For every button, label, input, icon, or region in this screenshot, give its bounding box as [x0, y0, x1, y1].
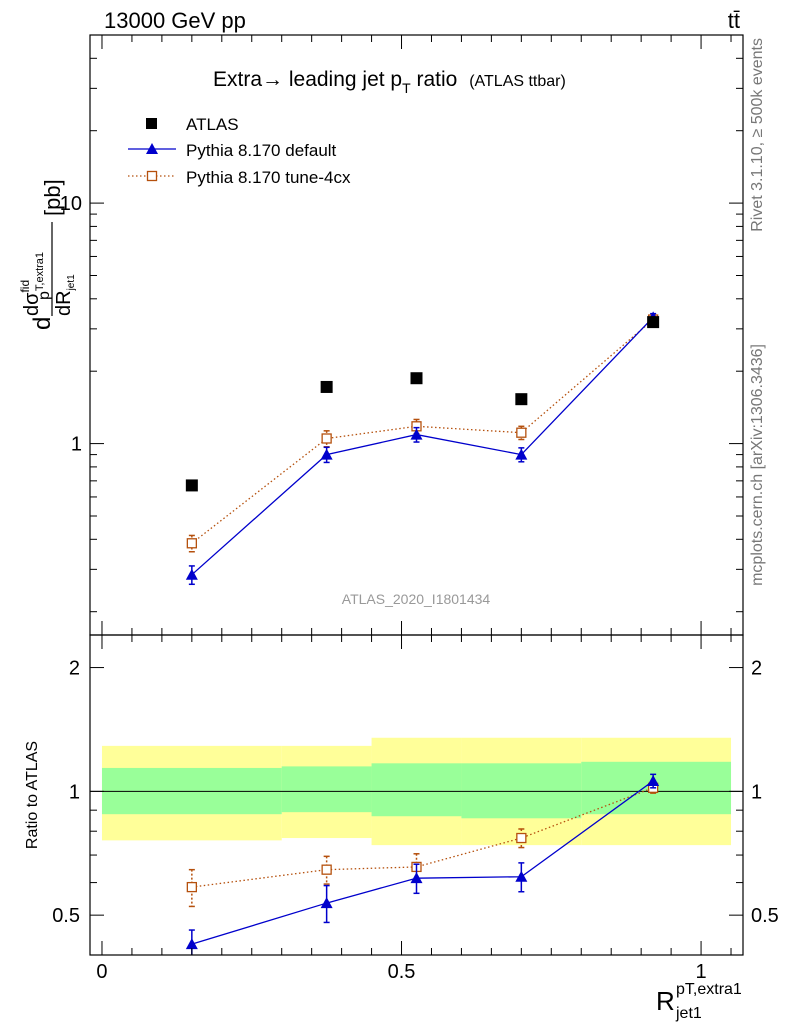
ylabel-fid: fid: [18, 280, 32, 293]
main-atlas-point: [515, 393, 528, 406]
ratio-default-point: [410, 872, 423, 884]
ratio-tune-point: [516, 832, 527, 844]
ylabel-jet1: jet1: [66, 274, 77, 292]
ratio-ytick-label: 2: [69, 658, 80, 680]
title-tail: ratio: [411, 68, 458, 91]
energy-label: 13000 GeV pp: [104, 8, 246, 33]
rivet-label: Rivet 3.1.10, ≥ 500k events: [749, 38, 766, 232]
xlabel: R: [656, 986, 675, 1016]
svg-text:pT,extra1: pT,extra1: [34, 252, 53, 300]
process-label: tt̄: [728, 8, 740, 33]
main-default-point: [410, 428, 423, 440]
band-stat: [371, 763, 462, 817]
svg-text:d: d: [29, 317, 56, 330]
xlabel-sub: jet1: [675, 1005, 702, 1022]
main-ytick-label: 10: [60, 193, 82, 215]
band-stat: [281, 766, 372, 813]
main-ylabel: d dσfid pT,extra1 dRjet1 [pb]: [18, 179, 77, 330]
main-ticks: [90, 34, 743, 635]
main-tune-point: [516, 427, 527, 438]
main-default-point: [185, 568, 198, 580]
xtick-label: 0.5: [388, 961, 416, 983]
xlabel-main: R: [656, 986, 675, 1016]
ratio-ylabel: Ratio to ATLAS: [24, 741, 41, 849]
ratio-ytick-label: 0.5: [52, 905, 80, 927]
main-panel: 1 10 Extra→ leading jet pT ratio (ATLAS t…: [18, 34, 744, 636]
ratio-default-point: [647, 774, 660, 786]
xtick-label: 0: [96, 961, 107, 983]
ylabel-dR: dR: [53, 290, 75, 316]
main-default-point: [320, 448, 333, 460]
title-extra: (ATLAS ttbar): [469, 73, 566, 90]
title-main: Extra→ leading jet p: [213, 68, 402, 91]
ratio-default-point: [185, 938, 198, 950]
legend-default-marker: [146, 143, 158, 154]
ratio-ytick-label-right: 0.5: [751, 905, 779, 927]
ratio-ytick-label-right: 2: [751, 658, 762, 680]
main-atlas-point: [647, 316, 660, 329]
legend-atlas: ATLAS: [146, 115, 239, 134]
legend-default: Pythia 8.170 default: [128, 141, 337, 160]
ratio-ytick-labels: 0.5 0.5 1 1 2 2: [52, 658, 779, 928]
main-tune-line: [191, 319, 654, 544]
main-atlas-point: [410, 372, 423, 385]
main-tune-point: [321, 433, 332, 444]
watermark: ATLAS_2020_I1801434: [342, 591, 491, 607]
legend-tune: Pythia 8.170 tune-4cx: [128, 168, 351, 187]
main-series: [185, 311, 660, 586]
ratio-tune-point: [321, 864, 332, 875]
legend: ATLAS Pythia 8.170 default Pythia 8.170 …: [128, 115, 351, 187]
xtick-label: 1: [696, 961, 707, 983]
ratio-series: [185, 773, 660, 955]
svg-text:dRjet1: dRjet1: [53, 274, 77, 316]
xtick-labels: 0 0.5 1: [96, 961, 706, 983]
legend-default-label: Pythia 8.170 default: [186, 141, 337, 160]
main-default-line: [191, 316, 654, 576]
legend-atlas-marker: [146, 118, 157, 129]
svg-text:[pb]: [pb]: [40, 179, 65, 216]
chart-title: Extra→ leading jet pT ratio (ATLAS ttbar…: [213, 68, 566, 96]
ratio-default-point: [320, 897, 333, 909]
svg-text:dσfid: dσfid: [18, 280, 43, 316]
ylabel-unit: [pb]: [40, 179, 65, 216]
legend-tune-label: Pythia 8.170 tune-4cx: [186, 168, 351, 187]
ratio-default-point: [515, 870, 528, 882]
main-tune-point: [186, 538, 197, 549]
legend-tune-marker: [146, 170, 158, 182]
ylabel-d: d: [29, 317, 56, 330]
main-atlas-point: [185, 479, 198, 492]
xlabel-sup: pT,extra1: [676, 981, 742, 998]
main-atlas-point: [320, 380, 333, 393]
ylabel-p: p: [36, 291, 53, 300]
title-sub: T: [402, 80, 411, 96]
ratio-ytick-label-right: 1: [751, 781, 762, 803]
ratio-ytick-label: 1: [69, 781, 80, 803]
mcplots-label: mcplots.cern.ch [arXiv:1306.3436]: [749, 344, 766, 586]
ylabel-dsigma: dσ: [21, 292, 43, 316]
main-default-point: [515, 448, 528, 460]
ratio-panel: 0.5 0.51 12 2 0 0.5 1 Ratio to ATLAS R pT,ext…: [24, 634, 779, 1022]
main-ytick-label: 1: [71, 434, 82, 456]
main-ytick-labels: 1 10: [60, 193, 82, 455]
legend-atlas-label: ATLAS: [186, 115, 239, 134]
band-stat: [461, 763, 582, 819]
ratio-frame: [89, 634, 744, 956]
ylabel-ptextra: T,extra1: [34, 252, 46, 291]
ratio-tune-point: [186, 881, 197, 893]
